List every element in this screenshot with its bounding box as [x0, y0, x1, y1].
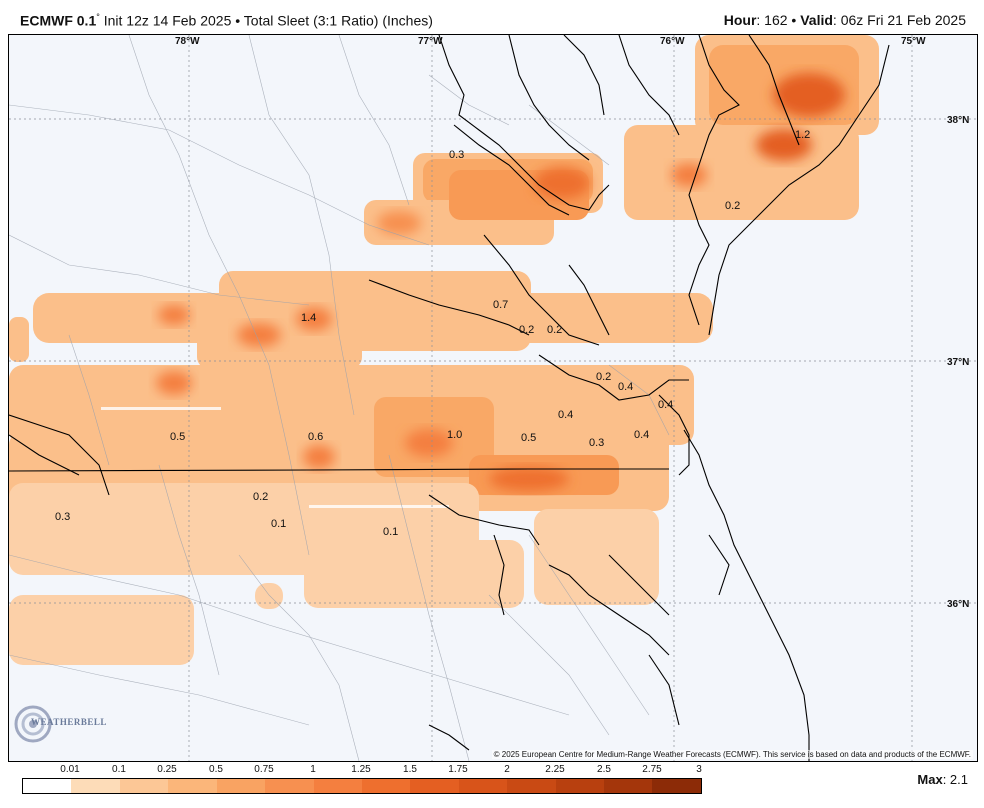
value-label: 0.1: [271, 518, 286, 530]
lon-label-76w: 76°W: [660, 36, 685, 47]
value-label: 0.3: [589, 437, 604, 449]
lon-label-78w: 78°W: [175, 36, 200, 47]
max-number: : 2.1: [942, 772, 968, 787]
legend-tick: 0.1: [112, 764, 126, 775]
value-label: 0.2: [253, 491, 268, 503]
value-label: 0.3: [449, 149, 464, 161]
legend-swatch: [313, 779, 362, 793]
value-label: 0.5: [170, 431, 185, 443]
legend-color-bar: [22, 778, 702, 794]
legend-tick: 0.5: [209, 764, 223, 775]
value-label: 0.2: [596, 371, 611, 383]
init-text: Init 12z 14 Feb 2025 • Total Sleet (3:1 …: [99, 12, 433, 29]
value-label: 0.4: [618, 381, 633, 393]
legend-tick: 1.5: [403, 764, 417, 775]
legend-tick: 1.75: [448, 764, 468, 775]
value-label: 0.3: [55, 511, 70, 523]
legend-tick: 0.25: [157, 764, 177, 775]
color-legend: 0.01 0.1 0.25 0.5 0.75 1 1.25 1.5 1.75 2…: [22, 764, 702, 794]
state-border: [9, 468, 669, 472]
legend-swatch: [604, 779, 653, 793]
value-label: 0.6: [308, 431, 323, 443]
value-label: 1.4: [301, 312, 316, 324]
legend-swatch: [216, 779, 266, 793]
lat-label-38n: 38°N: [947, 115, 969, 126]
legend-tick: 1: [310, 764, 316, 775]
value-label: 0.2: [725, 200, 740, 212]
legend-swatch: [458, 779, 508, 793]
lon-label-75w: 75°W: [901, 36, 926, 47]
valid-value: : 06z Fri 21 Feb 2025: [832, 12, 966, 28]
value-label: 0.4: [634, 429, 649, 441]
valid-time: Hour: 162 • Valid: 06z Fri 21 Feb 2025: [724, 12, 966, 28]
legend-swatch: [119, 779, 169, 793]
value-label: 1.0: [447, 429, 462, 441]
weatherbell-logo: WEATHERBELL: [13, 701, 106, 747]
legend-swatch: [652, 779, 701, 793]
value-labels: 0.3 1.2 0.2 0.7 0.2 0.2 1.4 0.2 0.4 0.4 …: [55, 129, 810, 538]
model-name: ECMWF 0.1: [20, 12, 97, 29]
legend-swatch: [361, 779, 411, 793]
lat-label-36n: 36°N: [947, 599, 969, 610]
valid-label: Valid: [800, 12, 833, 28]
map-panel[interactable]: 78°W 77°W 76°W 75°W 38°N 37°N 36°N 0.3 1…: [8, 34, 978, 762]
legend-tick: 2.5: [597, 764, 611, 775]
hour-value: : 162 •: [756, 12, 801, 28]
degree-mark: °: [96, 12, 100, 22]
legend-tick: 2: [504, 764, 510, 775]
header: ECMWF 0.1° Init 12z 14 Feb 2025 • Total …: [0, 0, 984, 34]
legend-swatch: [71, 779, 120, 793]
logo-text: WEATHERBELL: [31, 717, 107, 727]
value-label: 0.2: [519, 324, 534, 336]
coastlines: [9, 35, 890, 761]
value-label: 0.1: [383, 526, 398, 538]
value-label: 0.4: [558, 409, 573, 421]
value-label: 0.5: [521, 432, 536, 444]
legend-swatch: [410, 779, 459, 793]
lat-labels: 38°N 37°N 36°N: [947, 115, 969, 610]
lon-labels: 78°W 77°W 76°W 75°W: [175, 36, 926, 47]
legend-swatch: [555, 779, 605, 793]
legend-tick: 2.75: [642, 764, 662, 775]
legend-swatch: [507, 779, 556, 793]
value-label: 0.2: [547, 324, 562, 336]
legend-tick: 0.01: [60, 764, 80, 775]
lat-label-37n: 37°N: [947, 357, 969, 368]
copyright-notice: © 2025 European Centre for Medium-Range …: [491, 750, 973, 759]
hour-label: Hour: [723, 12, 757, 28]
value-label: 0.4: [658, 399, 673, 411]
value-label: 0.7: [493, 299, 508, 311]
swirl-icon: [14, 705, 52, 743]
max-value: Max: 2.1: [917, 772, 968, 787]
legend-ticks: 0.01 0.1 0.25 0.5 0.75 1 1.25 1.5 1.75 2…: [22, 764, 702, 776]
legend-tick: 3: [696, 764, 702, 775]
legend-tick: 1.25: [351, 764, 371, 775]
graticule: [9, 35, 977, 761]
value-label: 1.2: [795, 129, 810, 141]
legend-tick: 2.25: [545, 764, 565, 775]
legend-swatch: [23, 779, 72, 793]
legend-tick: 0.75: [254, 764, 274, 775]
legend-swatch: [265, 779, 314, 793]
sleet-shading: [9, 35, 879, 665]
max-label: Max: [917, 772, 943, 787]
map-title: ECMWF 0.1° Init 12z 14 Feb 2025 • Total …: [20, 12, 433, 29]
county-lines: [9, 35, 670, 761]
map-canvas: 78°W 77°W 76°W 75°W 38°N 37°N 36°N 0.3 1…: [9, 35, 977, 761]
legend-swatch: [168, 779, 217, 793]
lon-label-77w: 77°W: [418, 36, 443, 47]
